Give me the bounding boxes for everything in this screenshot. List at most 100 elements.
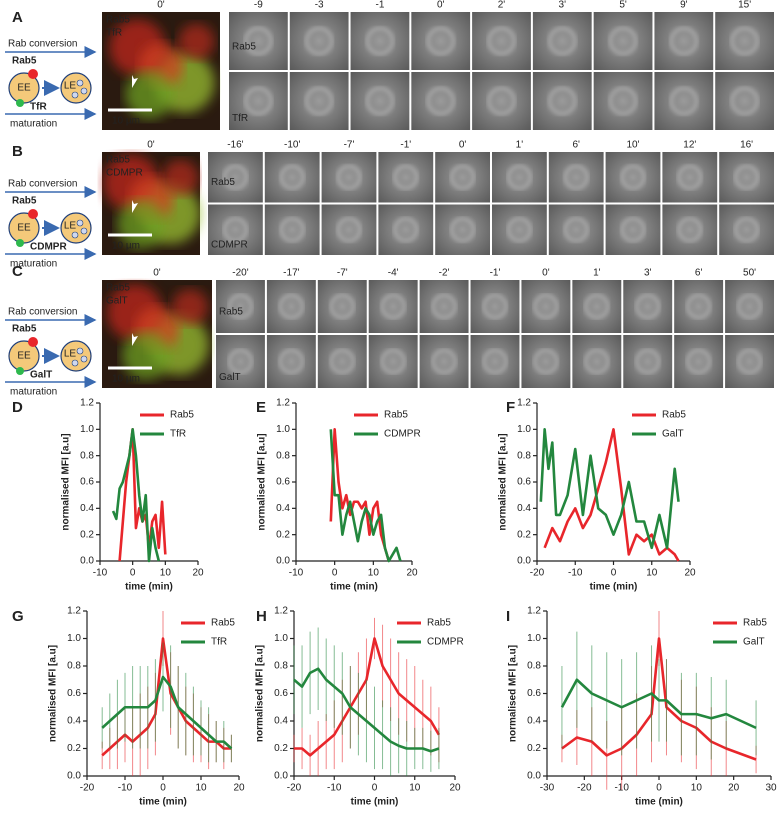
x-tick-label: 20 — [449, 783, 461, 794]
legend-label: GalT — [743, 637, 765, 648]
time-label: 3' — [644, 268, 652, 279]
data-line — [293, 667, 440, 753]
time-label: 6' — [695, 268, 703, 279]
endosome — [450, 164, 475, 190]
endosome — [426, 86, 455, 116]
time-label: 0' — [157, 0, 165, 11]
vesicle — [80, 87, 88, 95]
y-axis-label: normalised MFI [a.u] — [48, 645, 59, 742]
y-tick-label: 0.8 — [517, 450, 531, 461]
y-tick-label: 0.6 — [517, 477, 531, 488]
endosome — [228, 294, 253, 319]
tile-image — [532, 12, 592, 70]
panel-letter: C — [12, 263, 23, 280]
tile-image — [593, 72, 653, 130]
tile-image — [492, 152, 547, 203]
legend-label: CDMPR — [427, 637, 464, 648]
panel-letter: E — [256, 399, 266, 416]
time-label: -9 — [254, 0, 263, 11]
blob — [122, 331, 170, 380]
tile-image — [605, 152, 661, 203]
x-axis-label: time (min) — [125, 582, 173, 593]
x-tick-label: 20 — [233, 783, 245, 794]
legend-label: Rab5 — [211, 618, 235, 629]
tile-image — [411, 12, 471, 70]
time-label: -4' — [388, 268, 399, 279]
vesicle — [71, 91, 79, 99]
endosome — [737, 349, 762, 374]
endosome — [686, 349, 712, 374]
y-tick-label: 1.2 — [527, 606, 541, 617]
tile-image — [378, 152, 434, 203]
tile-image — [492, 204, 547, 255]
tile-image — [674, 335, 724, 388]
x-axis-label: time (min) — [351, 797, 399, 808]
scale-label: 10 µm — [112, 374, 140, 385]
tile-image — [521, 280, 571, 333]
time-label: -17' — [283, 268, 299, 279]
tile-image — [572, 280, 622, 333]
x-tick-label: 10 — [368, 568, 380, 579]
x-tick-label: 0 — [160, 783, 166, 794]
y-axis-label: normalised MFI [a.u] — [498, 433, 509, 530]
y-tick-label: 0.0 — [274, 771, 288, 782]
x-tick-label: 10 — [409, 783, 421, 794]
panel-letter: A — [12, 9, 23, 26]
endosome — [677, 217, 703, 243]
endosome — [584, 349, 610, 374]
tile-image — [725, 280, 774, 333]
rab-dot — [28, 337, 38, 347]
legend-label: Rab5 — [170, 410, 194, 421]
panel-letter: H — [256, 608, 267, 625]
endosome — [244, 86, 273, 116]
diagram-label: maturation — [10, 119, 57, 130]
endosome — [730, 86, 759, 116]
tile-image — [350, 12, 410, 70]
y-tick-label: 0.8 — [274, 661, 288, 672]
tile-image — [662, 152, 718, 203]
x-tick-label: 0 — [611, 568, 617, 579]
y-tick-label: 0.6 — [527, 688, 541, 699]
cargo-dot — [16, 99, 24, 107]
late-endosome — [60, 212, 92, 244]
row-label: GalT — [219, 372, 241, 383]
rab-label: Rab5 — [12, 324, 37, 335]
data-line — [543, 428, 680, 562]
data-line — [539, 428, 680, 550]
diagram-label: Rab conversion — [8, 179, 77, 190]
tile-image — [216, 280, 265, 333]
tile-image — [470, 280, 520, 333]
tile-image — [208, 204, 263, 255]
endosome — [507, 164, 532, 190]
endosome — [336, 217, 362, 243]
tile-image — [435, 152, 490, 203]
time-label: -20' — [232, 268, 248, 279]
endosome — [563, 164, 589, 190]
time-label: -7' — [337, 268, 348, 279]
endosome — [548, 26, 577, 56]
time-label: 15' — [738, 0, 751, 11]
vesicle — [80, 355, 88, 363]
endosome — [669, 26, 698, 56]
time-label: 0' — [437, 0, 445, 11]
panel-letter: G — [12, 608, 24, 625]
tile-image — [593, 12, 653, 70]
tile-image — [605, 204, 661, 255]
endosome — [734, 217, 759, 243]
x-axis-label: time (min) — [590, 582, 638, 593]
endosome — [669, 86, 698, 116]
tile-image — [435, 204, 490, 255]
tile-image — [368, 335, 418, 388]
endosome — [737, 294, 762, 319]
tile-image — [264, 204, 320, 255]
time-label: 10' — [626, 140, 639, 151]
channel-label: Rab5 — [106, 15, 130, 26]
endosome — [635, 349, 661, 374]
y-tick-label: 0.2 — [67, 743, 81, 754]
endosome — [244, 26, 273, 56]
x-tick-label: -20 — [577, 783, 592, 794]
tile-image — [317, 335, 367, 388]
tile-image — [674, 280, 724, 333]
endosome — [609, 26, 638, 56]
channel-label: CDMPR — [106, 168, 143, 179]
